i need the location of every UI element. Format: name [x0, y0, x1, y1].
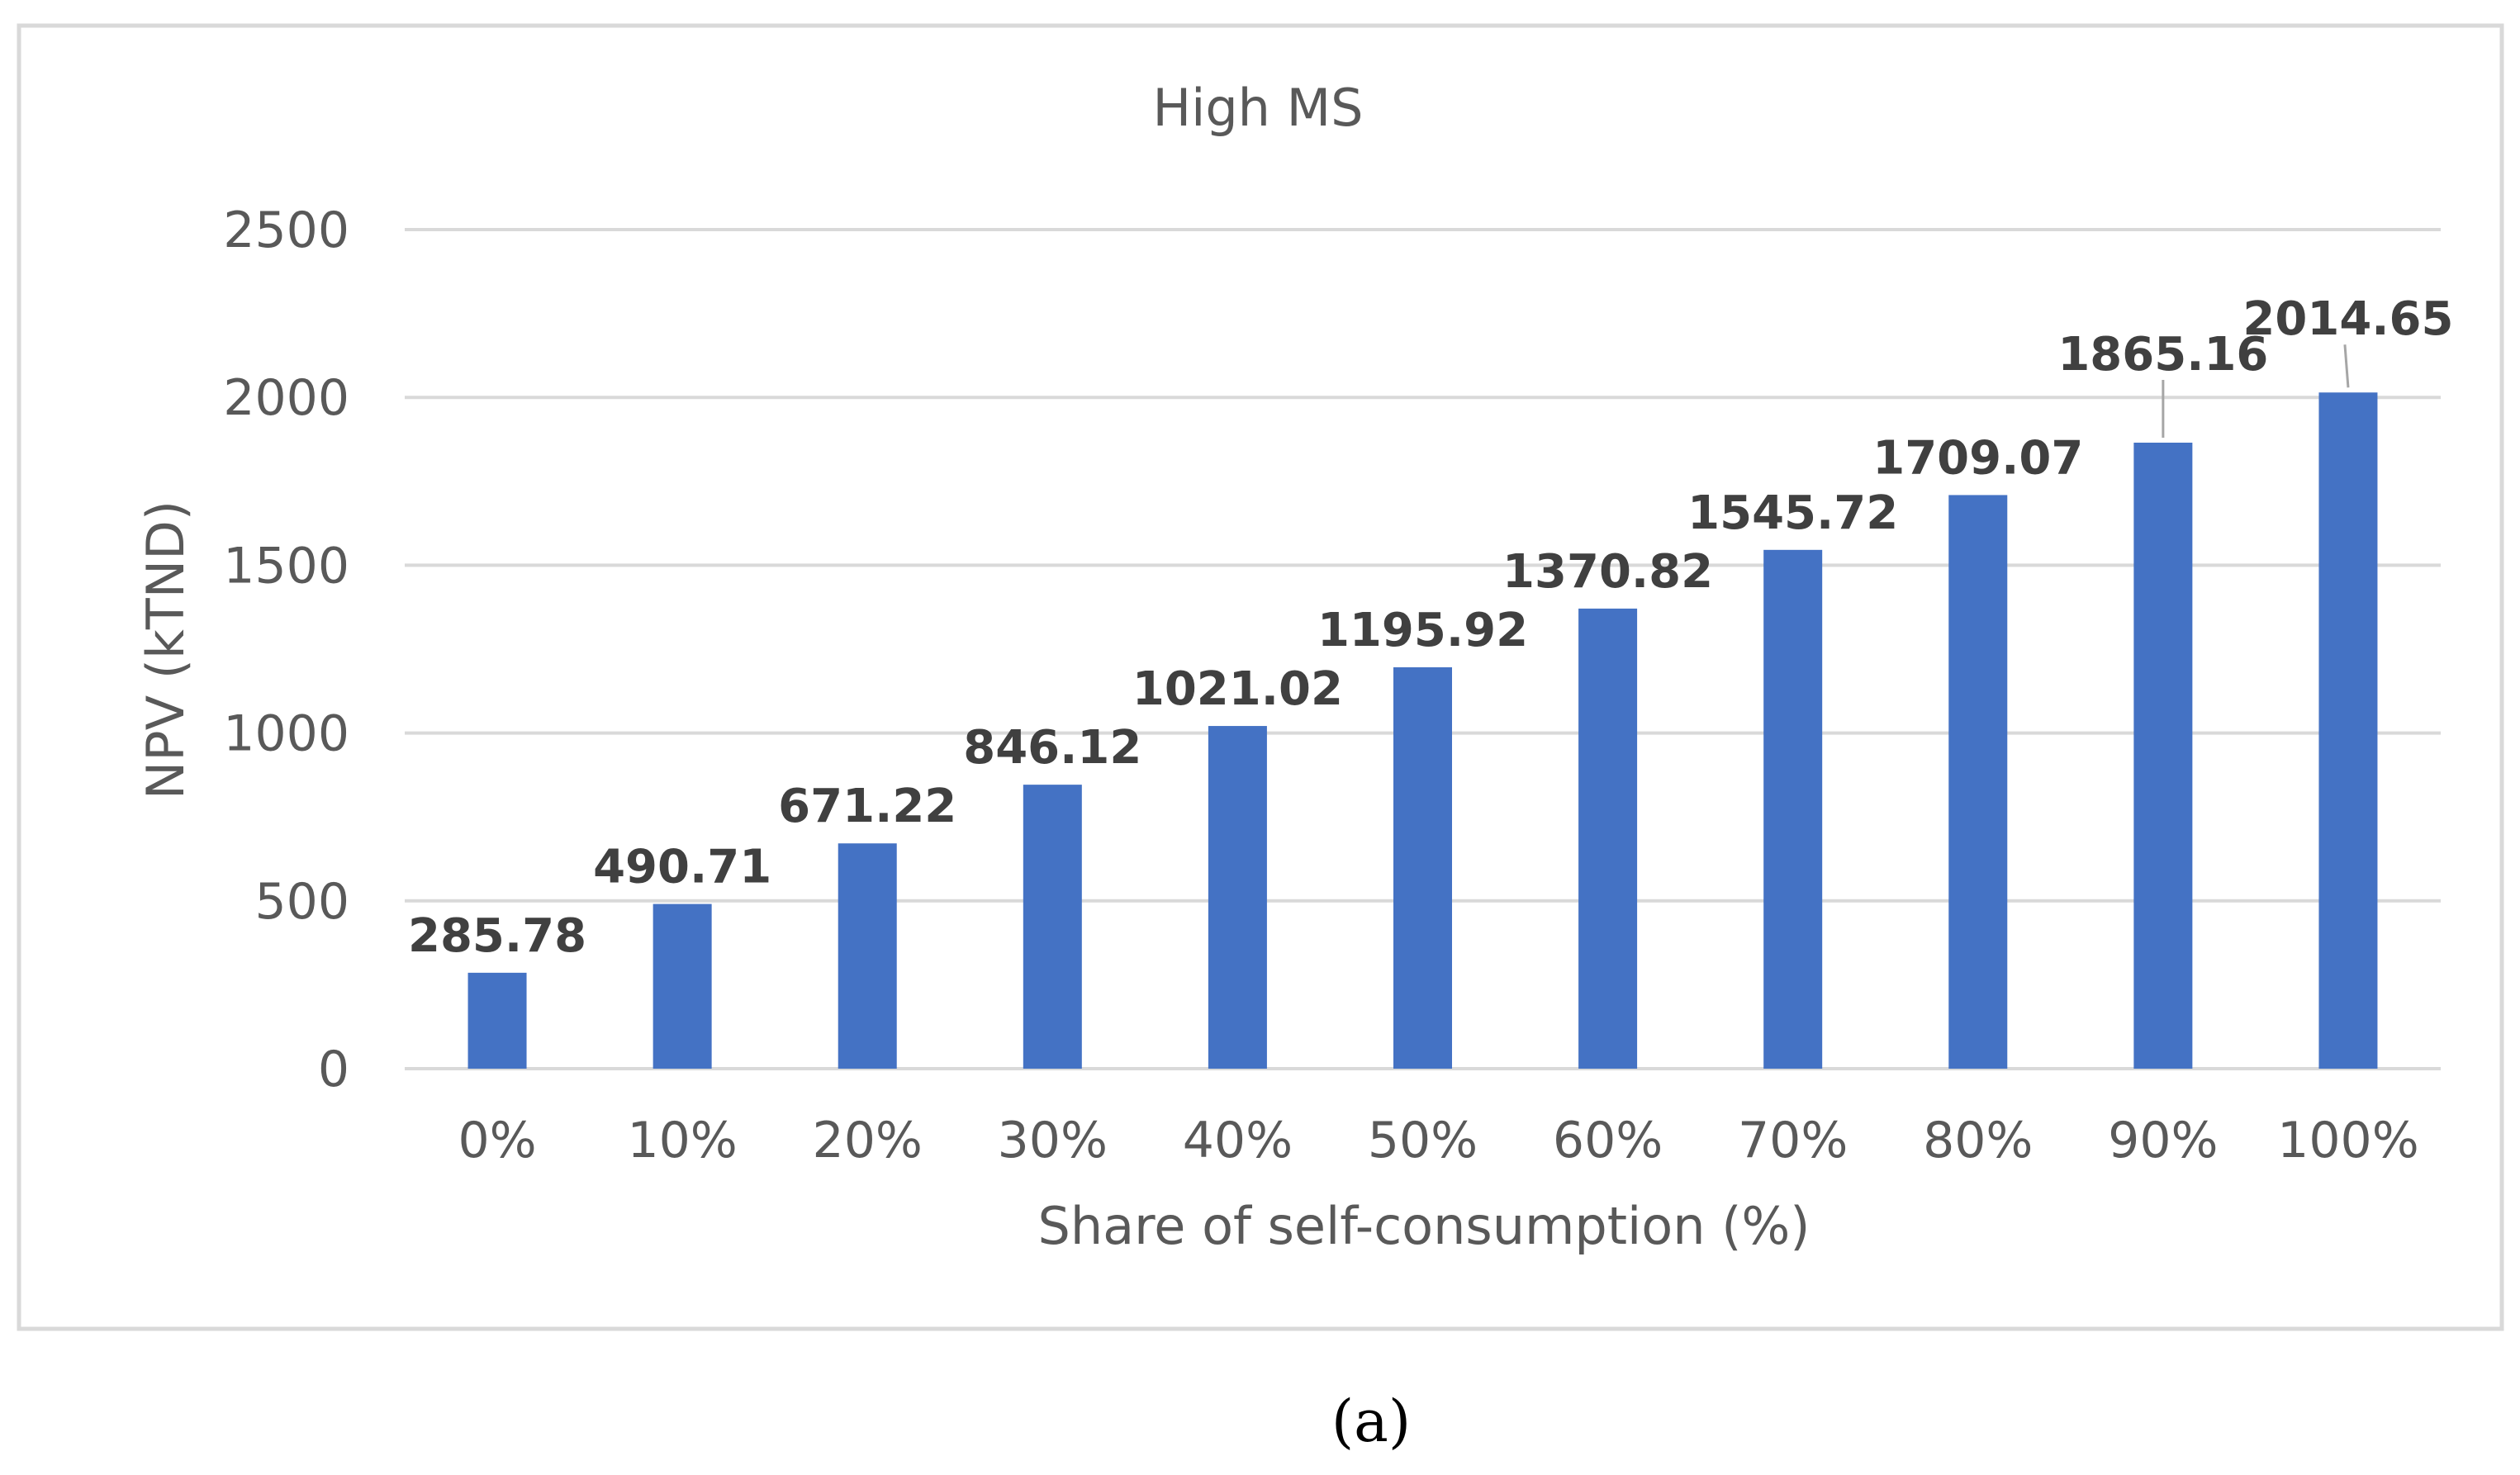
- x-tick-label-0%: 0%: [458, 1112, 536, 1169]
- y-tick-label-500: 500: [254, 873, 349, 931]
- x-tick-label-90%: 90%: [2108, 1112, 2218, 1169]
- bar-100%: [2318, 392, 2378, 1069]
- x-tick-label-100%: 100%: [2277, 1112, 2419, 1169]
- data-label-0%: 285.78: [408, 909, 586, 963]
- data-label-20%: 671.22: [778, 780, 956, 833]
- bar-70%: [1763, 549, 1823, 1069]
- bar-50%: [1393, 666, 1452, 1069]
- x-tick-label-70%: 70%: [1738, 1112, 1848, 1169]
- y-tick-label-1500: 1500: [223, 537, 349, 595]
- data-label-40%: 1021.02: [1132, 662, 1343, 716]
- data-label-80%: 1709.07: [1872, 431, 2083, 485]
- data-label-90%: 1865.16: [2057, 328, 2268, 382]
- bar-0%: [467, 972, 527, 1069]
- bar-20%: [838, 843, 897, 1069]
- x-tick-label-10%: 10%: [627, 1112, 737, 1169]
- bar-40%: [1208, 726, 1267, 1069]
- y-tick-label-1000: 1000: [223, 705, 349, 763]
- chart-border: [17, 23, 2504, 1331]
- x-axis-label: Share of self-consumption (%): [1038, 1196, 1811, 1256]
- data-label-60%: 1370.82: [1502, 545, 1713, 599]
- x-axis-ticks: 0% 10% 20% 30% 40% 50% 60% 70% 80% 90% 100%: [458, 1112, 2418, 1169]
- figure-caption: (a): [1331, 1387, 1411, 1455]
- x-tick-label-40%: 40%: [1183, 1112, 1293, 1169]
- y-axis-label: NPV (kTND): [135, 500, 196, 799]
- data-label-70%: 1545.72: [1687, 486, 1898, 540]
- y-tick-label-0: 0: [318, 1041, 349, 1098]
- x-tick-label-30%: 30%: [998, 1112, 1108, 1169]
- x-tick-label-80%: 80%: [1923, 1112, 2033, 1169]
- data-label-50%: 1195.92: [1317, 604, 1528, 657]
- chart-title: High MS: [1152, 78, 1363, 138]
- bar-80%: [1948, 495, 2008, 1069]
- gridlines: [405, 228, 2441, 1070]
- x-tick-label-60%: 60%: [1553, 1112, 1663, 1169]
- y-axis-ticks: 0 500 1000 1500 2000 2500: [223, 202, 349, 1098]
- bar-30%: [1023, 785, 1082, 1069]
- data-labels: 285.78490.71671.22846.121021.021195.9213…: [408, 292, 2453, 963]
- data-label-10%: 490.71: [593, 841, 771, 894]
- bar-90%: [2133, 442, 2193, 1069]
- x-tick-label-20%: 20%: [813, 1112, 923, 1169]
- data-label-30%: 846.12: [963, 721, 1141, 775]
- data-label-100%: 2014.65: [2242, 292, 2453, 346]
- bar-10%: [653, 903, 712, 1069]
- leader-line-100%: [2343, 344, 2350, 388]
- x-tick-label-50%: 50%: [1368, 1112, 1478, 1169]
- bars: [467, 392, 2378, 1069]
- leader-lines: [2162, 344, 2350, 438]
- bar-60%: [1578, 608, 1638, 1069]
- y-tick-label-2000: 2000: [223, 369, 349, 427]
- y-tick-label-2500: 2500: [223, 202, 349, 259]
